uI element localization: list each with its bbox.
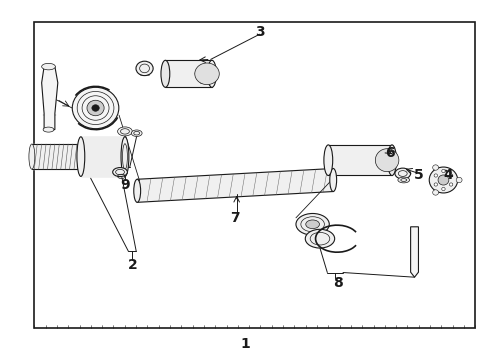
Ellipse shape: [375, 149, 399, 172]
Ellipse shape: [324, 145, 333, 175]
Ellipse shape: [442, 187, 445, 191]
Text: 4: 4: [443, 168, 453, 181]
Ellipse shape: [449, 174, 453, 177]
Ellipse shape: [434, 174, 438, 177]
Ellipse shape: [438, 175, 449, 185]
Ellipse shape: [433, 165, 439, 170]
Ellipse shape: [92, 105, 99, 111]
Polygon shape: [137, 168, 333, 202]
Ellipse shape: [388, 145, 396, 175]
Ellipse shape: [296, 213, 329, 235]
Text: 8: 8: [333, 276, 343, 289]
Ellipse shape: [442, 169, 445, 173]
Text: 1: 1: [240, 337, 250, 351]
Ellipse shape: [118, 127, 132, 136]
Polygon shape: [166, 60, 212, 87]
Polygon shape: [32, 144, 83, 169]
Ellipse shape: [161, 60, 170, 87]
Ellipse shape: [131, 130, 142, 136]
Text: 2: 2: [127, 258, 137, 271]
Ellipse shape: [305, 229, 335, 248]
Polygon shape: [411, 227, 418, 277]
Ellipse shape: [77, 137, 85, 176]
Polygon shape: [328, 145, 392, 175]
Bar: [34, 22, 475, 328]
Ellipse shape: [306, 220, 319, 229]
Ellipse shape: [433, 190, 439, 195]
Ellipse shape: [43, 127, 54, 132]
Ellipse shape: [330, 168, 337, 192]
Ellipse shape: [29, 144, 35, 169]
Text: 3: 3: [255, 26, 265, 39]
Ellipse shape: [207, 60, 216, 87]
Ellipse shape: [136, 61, 153, 76]
Ellipse shape: [113, 167, 127, 176]
Text: 9: 9: [120, 179, 130, 192]
Ellipse shape: [87, 100, 104, 116]
Text: 6: 6: [385, 146, 394, 160]
Polygon shape: [81, 137, 125, 176]
Ellipse shape: [195, 63, 219, 85]
Ellipse shape: [42, 63, 55, 70]
Ellipse shape: [449, 183, 453, 186]
Text: 5: 5: [414, 168, 424, 181]
Ellipse shape: [73, 87, 119, 129]
Ellipse shape: [134, 179, 141, 202]
Polygon shape: [42, 67, 58, 130]
Ellipse shape: [456, 177, 462, 183]
Ellipse shape: [429, 167, 458, 193]
Ellipse shape: [395, 168, 411, 179]
Text: 7: 7: [230, 211, 240, 225]
Ellipse shape: [434, 183, 438, 186]
Ellipse shape: [398, 177, 410, 183]
Ellipse shape: [121, 137, 129, 176]
